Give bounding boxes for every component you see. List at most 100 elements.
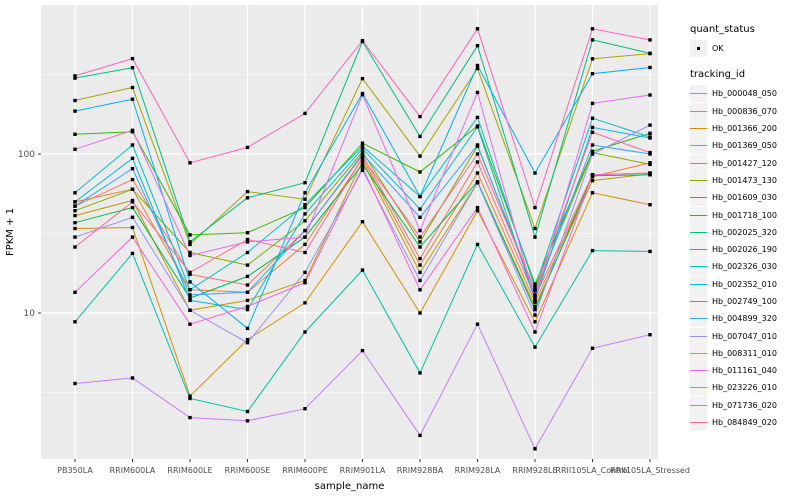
data-point bbox=[533, 304, 537, 309]
legend-label: Hb_002026_190 bbox=[712, 245, 777, 255]
legend-label: Hb_001366_200 bbox=[712, 124, 777, 134]
data-point bbox=[245, 196, 250, 200]
legend-label: Hb_002326_030 bbox=[712, 262, 777, 272]
data-point bbox=[73, 221, 77, 225]
legend-item-Hb_001366_200: Hb_001366_200 bbox=[690, 120, 800, 138]
data-point bbox=[475, 44, 480, 48]
data-point bbox=[418, 228, 422, 233]
data-point bbox=[418, 114, 422, 119]
data-point bbox=[648, 203, 652, 207]
line-swatch-Hb_007047_010 bbox=[690, 327, 707, 345]
data-point bbox=[188, 322, 192, 326]
line-swatch-Hb_001369_050 bbox=[690, 137, 707, 155]
legend-item-Hb_001473_130: Hb_001473_130 bbox=[690, 171, 800, 189]
data-point bbox=[303, 250, 307, 255]
data-point bbox=[73, 147, 77, 151]
legend-item-Hb_011161_040: Hb_011161_040 bbox=[690, 362, 800, 380]
data-point bbox=[188, 272, 192, 277]
data-point bbox=[418, 235, 422, 239]
legend-item-Hb_000836_070: Hb_000836_070 bbox=[690, 102, 800, 120]
legend-label: Hb_008311_010 bbox=[712, 348, 777, 358]
data-point bbox=[245, 237, 250, 242]
data-point bbox=[360, 76, 365, 81]
data-point bbox=[533, 447, 537, 451]
data-point bbox=[130, 225, 135, 230]
data-point bbox=[245, 409, 250, 414]
data-point bbox=[245, 337, 250, 342]
data-point bbox=[533, 288, 537, 292]
line-icon bbox=[690, 179, 707, 181]
data-point bbox=[360, 147, 365, 151]
data-point bbox=[533, 345, 537, 349]
x-tick-label: RRIM928BA bbox=[397, 466, 444, 475]
data-point bbox=[418, 154, 422, 158]
data-point bbox=[303, 219, 307, 223]
data-point bbox=[188, 270, 192, 275]
data-point bbox=[303, 278, 307, 283]
legend-label: Hb_071736_020 bbox=[712, 400, 777, 410]
line-swatch-Hb_000836_070 bbox=[690, 102, 707, 120]
data-point bbox=[590, 27, 595, 31]
data-point bbox=[648, 38, 652, 42]
x-tick-label: RRII105LA_Control bbox=[555, 466, 629, 475]
line-swatch-Hb_023226_010 bbox=[690, 379, 707, 397]
data-point bbox=[360, 268, 365, 272]
data-point bbox=[648, 65, 652, 70]
data-point bbox=[245, 298, 250, 303]
x-axis-title: sample_name bbox=[315, 481, 385, 492]
data-point bbox=[648, 173, 652, 177]
legend-label: Hb_004899_320 bbox=[712, 314, 777, 324]
data-point bbox=[360, 162, 365, 167]
data-point bbox=[418, 240, 422, 244]
line-swatch-Hb_001609_030 bbox=[690, 189, 707, 207]
line-icon bbox=[690, 197, 707, 199]
data-point bbox=[648, 249, 652, 254]
data-point bbox=[303, 270, 307, 275]
data-point bbox=[303, 212, 307, 216]
data-point bbox=[73, 191, 77, 195]
data-point bbox=[130, 200, 135, 204]
legend-item-Hb_008311_010: Hb_008311_010 bbox=[690, 344, 800, 362]
data-point bbox=[475, 152, 480, 156]
data-point bbox=[73, 290, 77, 294]
data-point bbox=[590, 130, 595, 134]
data-point bbox=[73, 132, 77, 136]
data-point bbox=[245, 304, 250, 309]
legend-label: Hb_001609_030 bbox=[712, 193, 777, 203]
data-point bbox=[303, 205, 307, 210]
data-point bbox=[475, 209, 480, 213]
data-point bbox=[475, 160, 480, 164]
data-point bbox=[360, 141, 365, 145]
line-icon bbox=[690, 93, 707, 95]
data-point bbox=[475, 171, 480, 175]
x-tick-label: PB350LA bbox=[57, 466, 93, 475]
data-point bbox=[590, 125, 595, 130]
data-point bbox=[475, 205, 480, 210]
legend-item-Hb_023226_010: Hb_023226_010 bbox=[690, 379, 800, 397]
data-point bbox=[130, 215, 135, 219]
data-point bbox=[533, 171, 537, 175]
data-point bbox=[590, 101, 595, 106]
data-point bbox=[418, 194, 422, 199]
data-point bbox=[590, 248, 595, 253]
data-point bbox=[533, 300, 537, 304]
line-swatch-Hb_004899_320 bbox=[690, 310, 707, 328]
ok-point-key bbox=[690, 40, 707, 58]
x-tick-label: RRIM600SE bbox=[225, 466, 271, 475]
line-icon bbox=[690, 387, 707, 389]
legend-item-Hb_002025_320: Hb_002025_320 bbox=[690, 223, 800, 241]
data-point bbox=[73, 109, 77, 113]
data-point bbox=[130, 156, 135, 160]
legend-item-Hb_001609_030: Hb_001609_030 bbox=[690, 189, 800, 207]
data-point bbox=[533, 320, 537, 324]
data-point bbox=[590, 72, 595, 76]
line-icon bbox=[690, 352, 707, 354]
data-point bbox=[73, 74, 77, 78]
legend-item-Hb_002026_190: Hb_002026_190 bbox=[690, 241, 800, 259]
data-point bbox=[360, 144, 365, 148]
line-swatch-Hb_001427_120 bbox=[690, 154, 707, 172]
legend-item-Hb_001718_100: Hb_001718_100 bbox=[690, 206, 800, 224]
data-point bbox=[188, 161, 192, 165]
